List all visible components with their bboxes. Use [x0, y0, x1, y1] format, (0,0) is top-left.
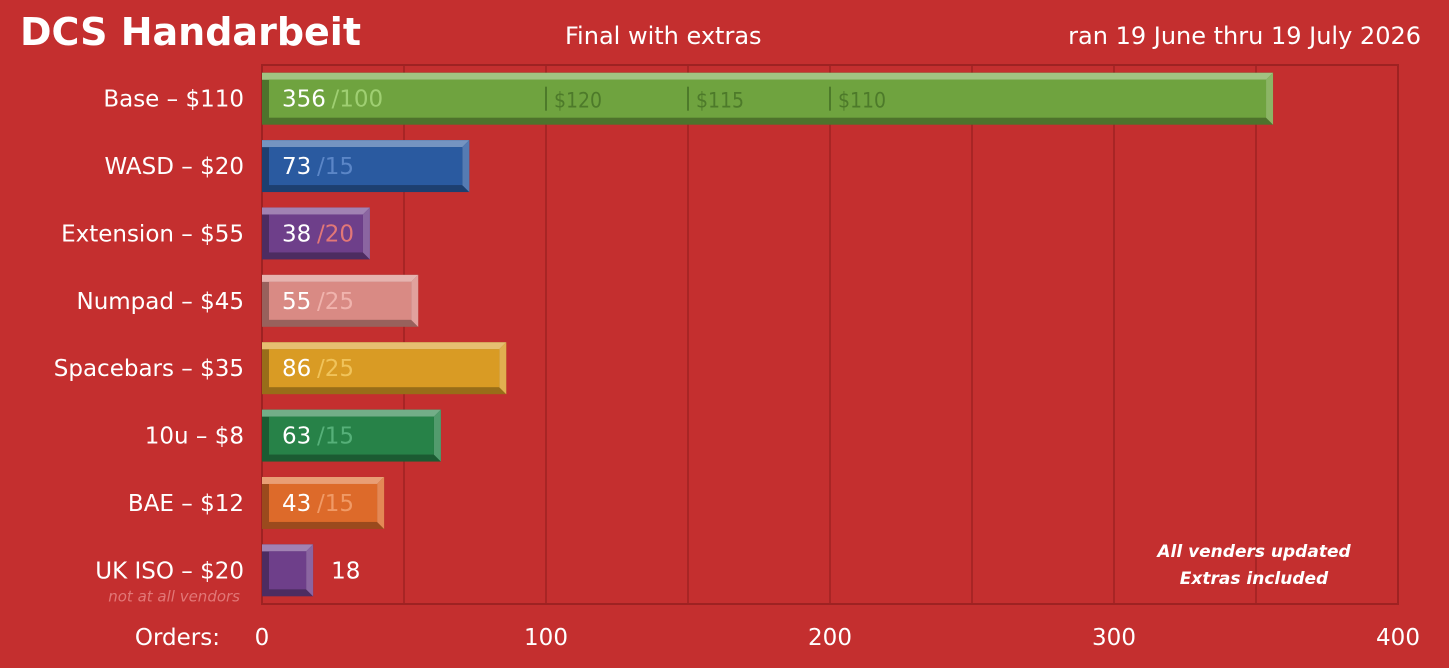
category-label: UK ISO – $20	[95, 558, 244, 584]
bar-face	[269, 281, 412, 320]
bar-bevel-right	[411, 274, 419, 327]
bar-group: 86/25	[262, 342, 507, 395]
category-label: Base – $110	[103, 87, 244, 113]
bar-bevel-right	[377, 476, 385, 529]
value-label: 73	[282, 154, 311, 180]
x-tick-label: 200	[808, 625, 852, 651]
bar-bevel-top	[262, 342, 507, 350]
value-label: 86	[282, 356, 311, 382]
bar-bevel-top	[262, 274, 419, 282]
annotation: Extras included	[1180, 569, 1329, 589]
target-label: /25	[317, 356, 354, 382]
bar-bevel-right	[433, 409, 441, 462]
price-marker-label: $115	[696, 89, 744, 113]
value-label: 55	[282, 289, 311, 315]
bar-bevel-top	[262, 207, 370, 215]
x-axis-title: Orders:	[135, 625, 220, 651]
category-label: Numpad – $45	[76, 289, 244, 315]
target-label: /20	[317, 221, 354, 247]
value-label: 63	[282, 424, 311, 450]
bar-group: 73/15	[262, 140, 470, 193]
bar-bevel-right	[362, 207, 370, 260]
bars: 356/10073/1538/2055/2586/2563/1543/1518$…	[262, 72, 1274, 597]
bar-face	[269, 147, 463, 186]
bar-face	[269, 551, 307, 590]
bar-group: 55/25	[262, 274, 419, 327]
x-tick-labels: 0 100 200 300 400	[255, 625, 1420, 651]
chart-subtitle: Final with extras	[565, 22, 762, 50]
target-label: /100	[332, 87, 384, 113]
x-tick-label: 100	[524, 625, 568, 651]
bar-bevel-right	[306, 544, 314, 597]
bar-face	[269, 79, 1267, 118]
value-label: 356	[282, 87, 326, 113]
price-marker-label: $120	[554, 89, 602, 113]
gridlines	[403, 65, 1257, 604]
category-labels: Base – $110 WASD – $20 Extension – $55 Nump…	[54, 87, 244, 606]
category-label: WASD – $20	[104, 154, 244, 180]
target-label: /15	[317, 424, 354, 450]
bar-group: 63/15	[262, 409, 441, 462]
bar-bevel-right	[1266, 72, 1274, 125]
bar-face	[269, 416, 434, 455]
bar-face	[269, 214, 363, 253]
bar-group: 18	[262, 544, 360, 597]
bar-bevel-right	[462, 140, 470, 193]
plot-frame	[261, 64, 1399, 605]
category-label: BAE – $12	[128, 491, 244, 517]
annotation: All venders updated	[1155, 542, 1351, 562]
bar-bevel-top	[262, 72, 1274, 80]
category-note: not at all vendors	[108, 587, 240, 605]
bar-group: 356/100	[262, 72, 1274, 125]
bar-bevel-top	[262, 544, 314, 552]
value-label: 18	[331, 558, 360, 584]
value-label: 43	[282, 491, 311, 517]
bar-bevel-top	[262, 140, 470, 148]
chart-title: DCS Handarbeit	[20, 10, 361, 54]
annotations: All venders updated Extras included	[1155, 542, 1351, 589]
bar-face	[269, 483, 378, 522]
target-label: /25	[317, 289, 354, 315]
price-marker-label: $110	[838, 89, 886, 113]
bar-group: 43/15	[262, 476, 385, 529]
category-label: Extension – $55	[61, 221, 244, 247]
x-tick-label: 0	[255, 625, 270, 651]
target-label: /15	[317, 154, 354, 180]
bar-bevel-top	[262, 409, 441, 417]
bar-group: 38/20	[262, 207, 370, 260]
bar-bevel-right	[499, 342, 507, 395]
category-label: 10u – $8	[145, 424, 244, 450]
x-tick-label: 300	[1092, 625, 1136, 651]
bar-bevel-top	[262, 476, 385, 484]
bar-face	[269, 349, 500, 388]
value-label: 38	[282, 221, 311, 247]
category-label: Spacebars – $35	[54, 356, 244, 382]
target-label: /15	[317, 491, 354, 517]
x-tick-label: 400	[1376, 625, 1420, 651]
date-range: ran 19 June thru 19 July 2026	[1068, 22, 1421, 50]
